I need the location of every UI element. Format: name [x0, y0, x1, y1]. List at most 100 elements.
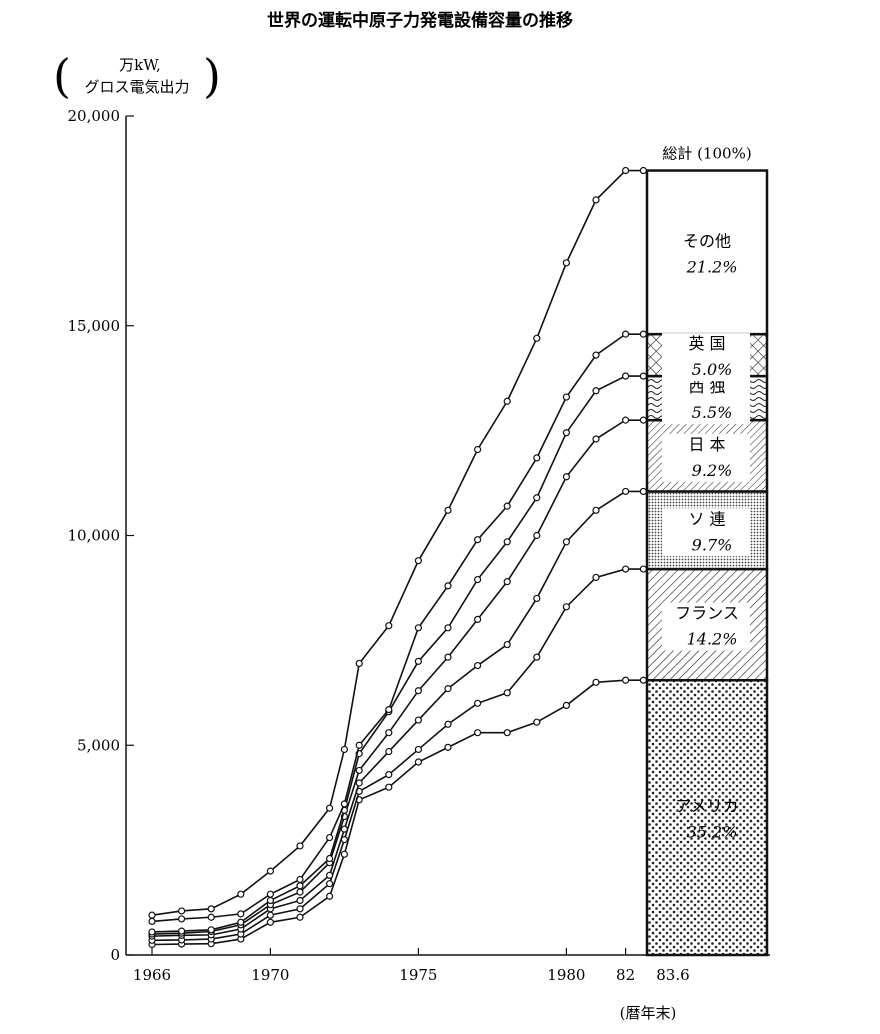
data-point [562, 393, 571, 401]
segment-share: 9.7% [692, 535, 733, 554]
data-point [414, 557, 422, 565]
segment-share: 35.2% [687, 823, 738, 842]
segment-name: 英 国 [688, 334, 725, 353]
ylabel-open-paren: ( [53, 49, 71, 103]
data-point [266, 867, 274, 875]
segment-name: 日 本 [688, 435, 725, 454]
data-point [592, 387, 600, 395]
axes: 0 5,000 10,000 15,000 20,000 1966 1970 1975 1980… [68, 107, 770, 984]
series-line [151, 490, 644, 937]
data-point [533, 718, 541, 726]
data-point [533, 531, 541, 540]
data-point [148, 928, 156, 936]
data-point [296, 896, 304, 905]
data-point [562, 473, 571, 481]
data-point [326, 880, 334, 888]
y-tick-label: 10,000 [68, 527, 121, 545]
data-point [355, 659, 363, 668]
data-point [533, 454, 541, 462]
data-point [355, 779, 363, 787]
data-point [503, 502, 511, 510]
data-point [474, 661, 482, 670]
data-point [639, 565, 647, 573]
data-point [503, 538, 511, 546]
data-point [385, 747, 393, 756]
data-point [296, 913, 304, 921]
data-point [326, 892, 334, 900]
series-lines [148, 166, 647, 949]
data-point [207, 905, 215, 913]
segment-share: 14.2% [687, 630, 738, 649]
segment-label-bg [662, 433, 750, 482]
data-point [592, 573, 600, 582]
data-point [355, 766, 363, 775]
data-point [340, 745, 348, 754]
data-point [592, 506, 600, 514]
segment-share: 5.0% [692, 360, 733, 379]
segment-label-bg [662, 508, 750, 557]
data-point [237, 910, 245, 918]
data-point [503, 640, 511, 649]
segment-label-bg [662, 230, 750, 279]
data-point [562, 429, 571, 437]
data-point [474, 445, 482, 454]
data-point [562, 701, 571, 709]
data-point [326, 833, 334, 842]
data-point [444, 685, 452, 693]
data-point [533, 594, 541, 603]
segment-label-bg [662, 333, 750, 382]
data-point [266, 911, 274, 919]
data-point [266, 896, 274, 905]
data-point [444, 743, 452, 751]
data-point [503, 689, 511, 697]
data-point [562, 603, 571, 611]
data-point [385, 622, 393, 630]
ylabel-line2: グロス電気出力 [84, 78, 189, 96]
data-point [444, 582, 452, 590]
data-point [414, 687, 422, 695]
series-line [151, 419, 644, 935]
ylabel-line1: 万kW, [119, 56, 161, 74]
data-point [296, 905, 304, 913]
data-point [562, 259, 571, 267]
y-tick-label: 0 [110, 946, 120, 964]
segment-label-bg [662, 602, 750, 651]
data-point [621, 330, 630, 338]
data-point [266, 918, 274, 926]
data-point [444, 506, 452, 514]
data-point [340, 825, 348, 833]
data-point [639, 330, 647, 338]
data-point [503, 397, 511, 405]
data-point [639, 166, 647, 175]
segment-name: その他 [683, 231, 731, 250]
data-point [178, 907, 186, 915]
bar-total-label: 総計 (100%) [662, 145, 751, 163]
data-point [414, 657, 422, 665]
data-point [326, 854, 334, 863]
data-point [207, 926, 215, 934]
data-point [474, 615, 482, 624]
data-point [621, 166, 630, 175]
data-point [503, 729, 511, 737]
segment-share: 21.2% [686, 257, 738, 276]
data-point [621, 487, 630, 496]
series-line [151, 375, 644, 933]
data-point [444, 653, 452, 661]
bar-segment [645, 678, 769, 957]
data-point [533, 494, 541, 502]
data-point [533, 653, 541, 661]
data-point [414, 624, 422, 632]
data-point [592, 678, 600, 686]
data-point [296, 888, 304, 896]
segment-share: 9.2% [692, 461, 733, 480]
xlabel: (暦年末) [620, 1004, 677, 1022]
data-point [148, 917, 156, 926]
data-point [340, 800, 348, 808]
data-point [355, 741, 363, 749]
data-point [178, 927, 186, 935]
data-point [340, 850, 348, 858]
x-tick-label: 1980 [547, 966, 585, 984]
x-tick-label: 1970 [251, 966, 289, 984]
segment-name: 西 独 [688, 377, 725, 396]
data-point [296, 875, 304, 884]
